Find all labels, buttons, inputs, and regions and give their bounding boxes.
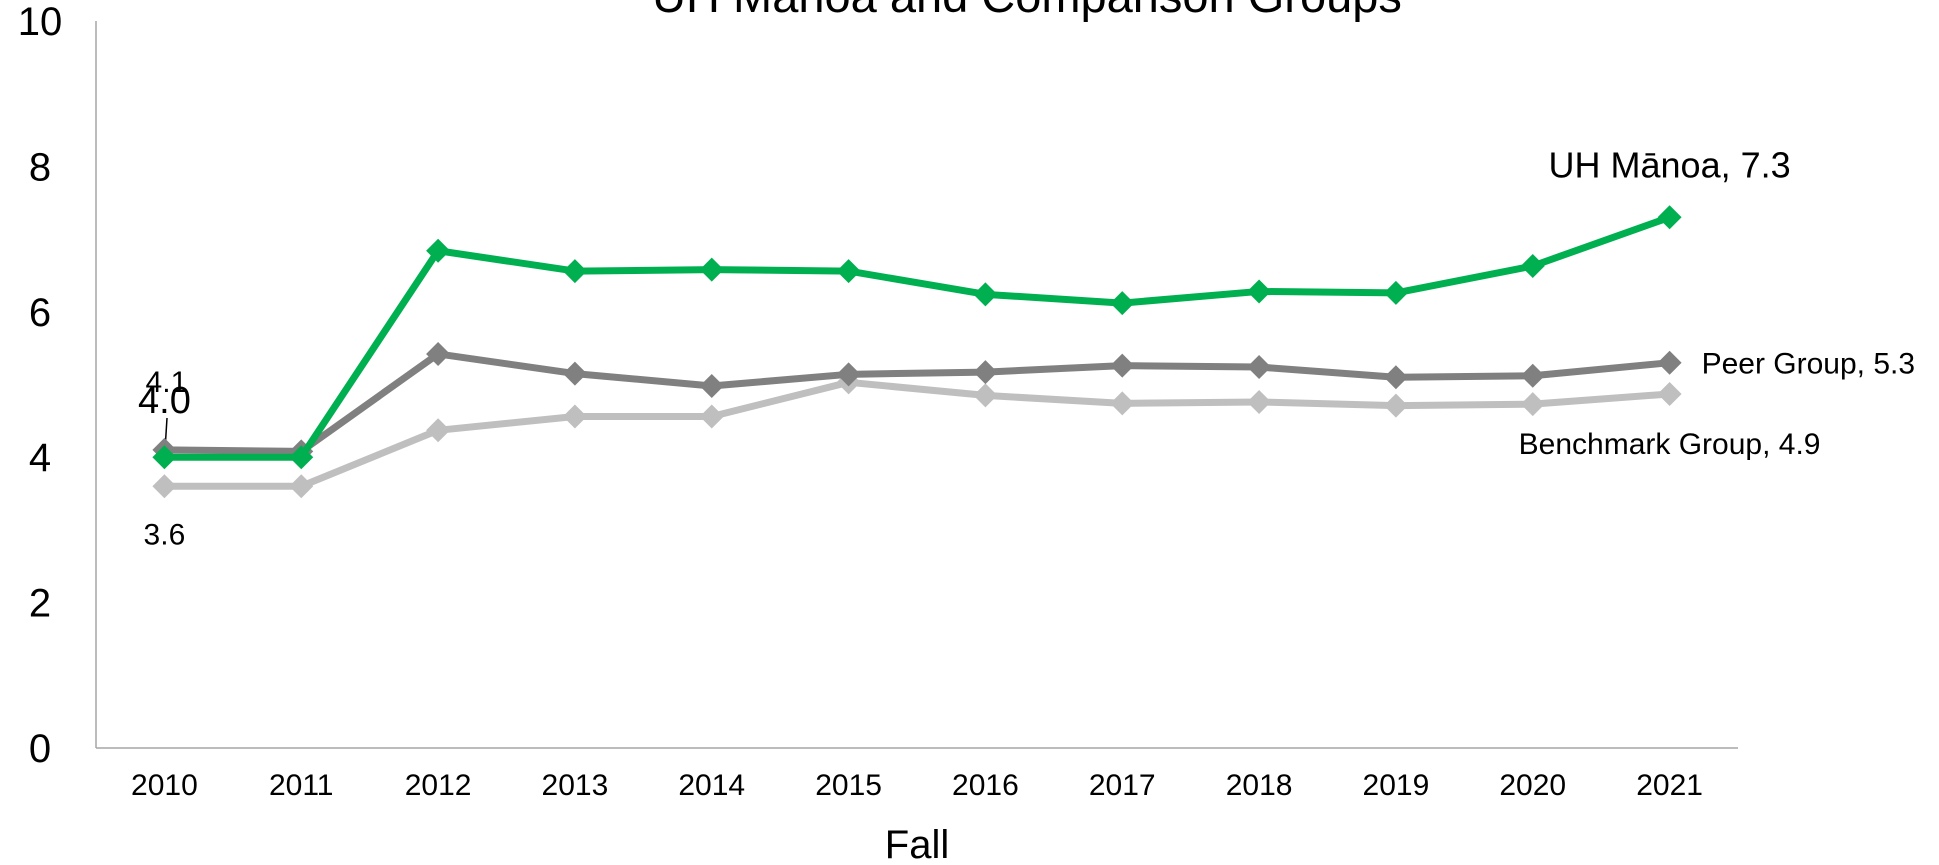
point-marker	[562, 259, 587, 284]
x-tick-label: 2021	[1636, 769, 1703, 802]
series-line	[164, 350, 1670, 455]
y-tick-label: 0	[29, 727, 51, 771]
point-marker	[152, 474, 177, 499]
point-marker	[426, 341, 451, 366]
y-tick-label: 2	[29, 582, 51, 626]
point-marker	[699, 257, 724, 282]
y-tick-label: 4	[29, 436, 51, 480]
point-marker	[289, 474, 314, 499]
point-marker	[1520, 392, 1545, 417]
point-marker	[562, 404, 587, 429]
point-marker	[426, 418, 451, 443]
point-marker	[973, 383, 998, 408]
data-label: Benchmark Group, 4.9	[1519, 428, 1821, 461]
data-label: 3.6	[144, 518, 186, 551]
point-marker	[699, 404, 724, 429]
point-marker	[426, 238, 451, 263]
point-marker	[1247, 389, 1272, 414]
data-label: Peer Group, 5.3	[1702, 348, 1915, 381]
x-tick-label: 2015	[815, 769, 882, 802]
point-marker	[1383, 280, 1408, 305]
point-marker	[1520, 363, 1545, 388]
x-tick-label: 2010	[131, 769, 198, 802]
data-label: 4.0	[138, 380, 191, 422]
x-tick-label: 2017	[1089, 769, 1156, 802]
point-marker	[562, 361, 587, 386]
y-tick-label: 6	[29, 291, 51, 335]
point-marker	[152, 445, 177, 470]
point-marker	[836, 362, 861, 387]
point-marker	[1383, 365, 1408, 390]
x-tick-label: 2013	[542, 769, 609, 802]
data-label: 4.1	[146, 366, 188, 399]
x-tick-label: 2016	[952, 769, 1019, 802]
point-marker	[1247, 279, 1272, 304]
data-label: UH Mānoa, 7.3	[1549, 144, 1791, 185]
x-axis-label: Fall	[885, 823, 949, 865]
point-marker	[289, 445, 314, 470]
chart-title: UH Mānoa and Comparison Groups	[652, 0, 1402, 22]
x-tick-label: 2012	[405, 769, 472, 802]
x-tick-label: 2011	[269, 769, 334, 802]
point-marker	[836, 259, 861, 284]
point-marker	[1110, 353, 1135, 378]
y-tick-label: 8	[29, 145, 51, 189]
point-marker	[1110, 291, 1135, 316]
point-marker	[1110, 391, 1135, 416]
point-marker	[1657, 381, 1682, 406]
point-marker	[1383, 393, 1408, 418]
x-tick-label: 2019	[1363, 769, 1430, 802]
point-marker	[1657, 350, 1682, 375]
x-tick-label: 2014	[678, 769, 745, 802]
series-line	[164, 213, 1671, 461]
x-tick-label: 2018	[1226, 769, 1293, 802]
point-marker	[699, 373, 724, 398]
point-marker	[1520, 253, 1545, 278]
series-line	[164, 378, 1670, 490]
point-marker	[973, 360, 998, 385]
point-marker	[973, 282, 998, 307]
point-marker	[1247, 355, 1272, 380]
x-tick-label: 2020	[1499, 769, 1566, 802]
point-marker	[1657, 205, 1682, 230]
y-tick-label: 10	[18, 0, 63, 44]
